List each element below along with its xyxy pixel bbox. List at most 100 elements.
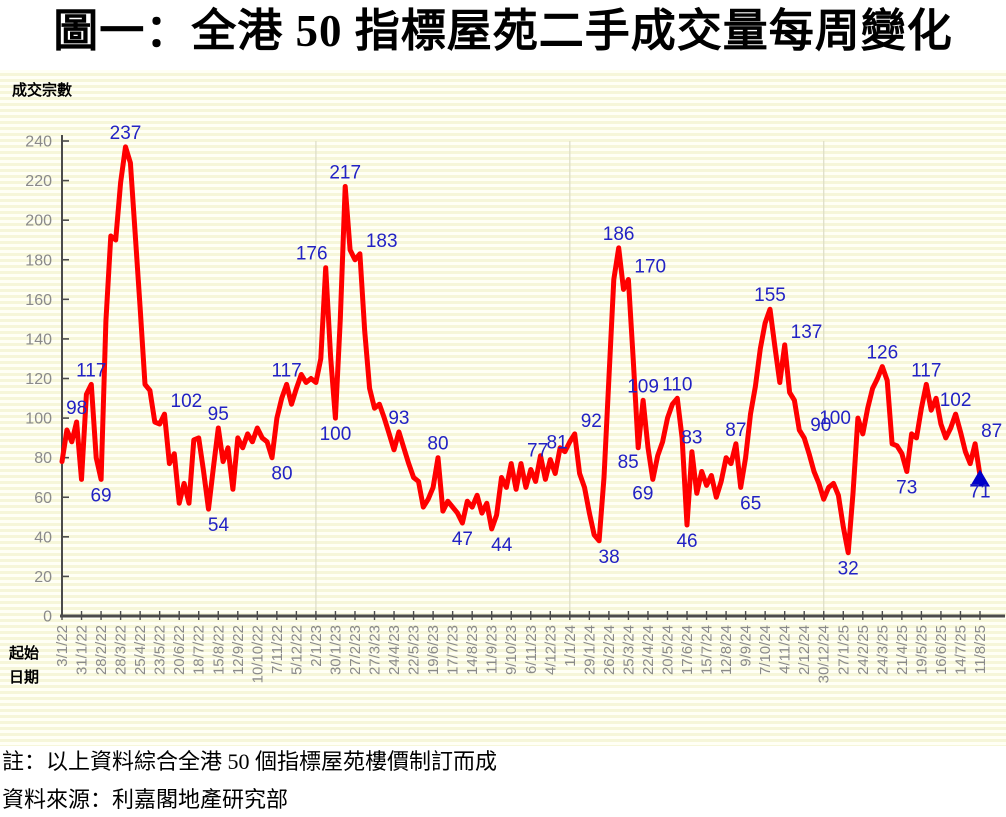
data-label: 237	[110, 123, 142, 144]
x-tick-label: 28/2/22	[93, 625, 110, 675]
series-line	[59, 144, 983, 556]
x-tick-label: 4/11/24	[777, 625, 794, 674]
x-tick-label: 20/6/22	[171, 625, 188, 675]
x-tick-label: 27/1/25	[835, 625, 852, 675]
data-label: 47	[452, 529, 473, 550]
x-tick-label: 30/12/24	[816, 625, 833, 683]
y-tick-label: 120	[25, 371, 52, 388]
data-label: 117	[911, 360, 941, 381]
data-label: 93	[388, 408, 409, 429]
x-tick-label: 29/1/24	[581, 625, 598, 675]
x-tick-label: 31/1/22	[74, 625, 91, 675]
data-label: 176	[296, 244, 328, 265]
y-tick-label: 60	[34, 490, 52, 507]
data-label: 102	[171, 391, 203, 412]
y-tick-label: 100	[25, 411, 52, 428]
x-tick-label: 10/10/22	[249, 625, 266, 683]
x-tick-label: 25/4/22	[132, 625, 149, 675]
y-tick-label: 0	[43, 609, 52, 626]
x-tick-label: 27/3/23	[367, 625, 384, 675]
data-label: 183	[366, 231, 398, 252]
x-tick-label: 11/8/25	[972, 625, 989, 674]
y-tick-label: 200	[25, 213, 52, 230]
data-label: 81	[547, 433, 568, 454]
x-tick-label: 11/9/23	[484, 625, 501, 674]
data-label: 100	[320, 424, 352, 445]
x-tick-label: 16/6/25	[933, 625, 950, 675]
x-tick-label: 19/5/25	[913, 625, 930, 675]
y-tick-label: 180	[25, 252, 52, 269]
data-label: 54	[208, 515, 230, 536]
data-label: 71	[969, 481, 990, 502]
x-tick-label: 27/2/23	[347, 625, 364, 675]
source-note: 資料來源：利嘉閣地產研究部	[2, 787, 289, 812]
data-label: 100	[819, 408, 851, 429]
x-tick-label: 14/7/25	[952, 625, 969, 675]
chart-title: 圖一：全港 50 指標屋苑二手成交量每周變化	[53, 6, 953, 56]
footnote: 註：以上資料綜合全港 50 個指標屋苑樓價制訂而成	[2, 749, 498, 774]
x-tick-label: 6/11/23	[523, 625, 540, 674]
data-label: 32	[838, 559, 859, 580]
data-label: 77	[527, 441, 548, 462]
x-tick-label: 7/10/24	[757, 625, 774, 675]
x-axis-title-line1: 起始	[9, 645, 40, 662]
data-label: 44	[491, 535, 513, 556]
data-label: 137	[791, 322, 823, 343]
data-label: 80	[427, 434, 448, 455]
x-tick-label: 3/1/22	[54, 625, 71, 667]
x-tick-label: 14/8/23	[464, 625, 481, 675]
data-label: 170	[634, 257, 666, 278]
data-label: 92	[581, 411, 602, 432]
x-tick-label: 7/11/22	[269, 625, 286, 674]
data-label: 217	[329, 163, 361, 184]
data-label: 80	[271, 464, 292, 485]
x-tick-label: 23/5/22	[152, 625, 169, 675]
y-tick-label: 80	[34, 450, 52, 467]
x-tick-label: 24/3/25	[874, 625, 891, 675]
data-label: 117	[271, 360, 301, 381]
y-tick-label: 220	[25, 173, 52, 190]
latest-point-marker	[970, 469, 990, 487]
x-axis-title-line2: 日期	[9, 669, 40, 686]
data-label: 90	[810, 415, 831, 436]
x-tick-label: 30/1/23	[327, 625, 344, 675]
data-label: 46	[676, 531, 697, 552]
x-tick-label: 20/5/24	[659, 625, 676, 675]
y-tick-label: 240	[25, 134, 52, 151]
data-label: 117	[76, 360, 106, 381]
data-label: 73	[896, 478, 917, 499]
x-tick-label: 1/1/24	[562, 625, 579, 667]
y-tick-label: 160	[25, 292, 52, 309]
data-label: 109	[627, 376, 659, 397]
x-tick-label: 22/4/24	[640, 625, 657, 675]
x-tick-label: 22/5/23	[406, 625, 423, 675]
data-label: 69	[632, 483, 653, 504]
data-label: 65	[740, 493, 761, 514]
x-tick-label: 26/2/24	[601, 625, 618, 675]
x-axis-title: 起始 日期	[9, 642, 39, 690]
data-label: 126	[866, 343, 898, 364]
y-axis-title: 成交宗數	[12, 82, 73, 99]
data-label: 85	[618, 452, 639, 473]
x-tick-label: 2/12/24	[796, 625, 813, 675]
data-label: 186	[603, 224, 635, 245]
x-tick-label: 5/12/22	[288, 625, 305, 675]
data-label: 83	[681, 428, 702, 449]
data-label: 95	[208, 404, 229, 425]
x-tick-label: 25/3/24	[620, 625, 637, 675]
data-label: 102	[940, 390, 972, 411]
x-tick-label: 18/7/22	[191, 625, 208, 675]
data-label: 98	[66, 398, 87, 419]
y-tick-label: 140	[25, 331, 52, 348]
data-label: 87	[725, 420, 746, 441]
y-tick-label: 20	[34, 569, 52, 586]
data-label: 155	[754, 285, 786, 306]
x-tick-label: 28/3/22	[113, 625, 130, 675]
x-tick-label: 19/6/23	[425, 625, 442, 675]
data-label: 38	[599, 547, 620, 568]
x-tick-label: 15/7/24	[699, 625, 716, 675]
x-tick-label: 9/9/24	[738, 625, 755, 667]
x-tick-label: 17/6/24	[679, 625, 696, 675]
